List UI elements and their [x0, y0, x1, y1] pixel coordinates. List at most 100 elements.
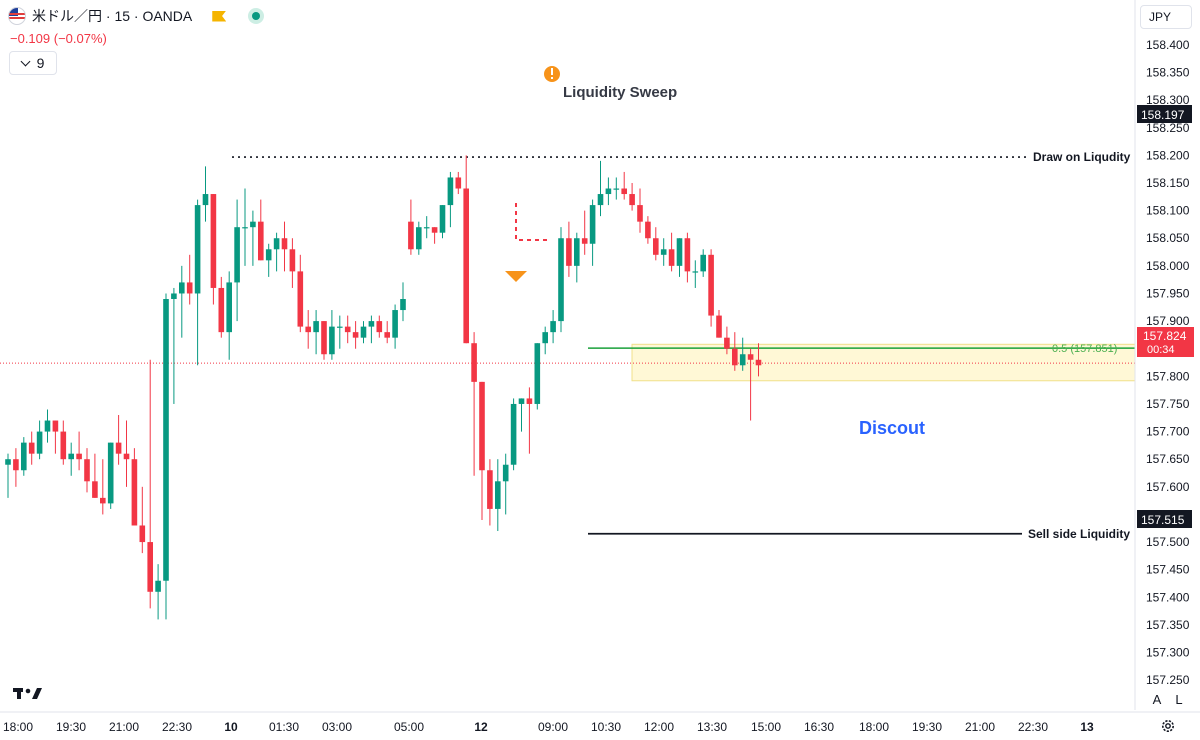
candle-body — [439, 205, 446, 233]
discount-label: Discout — [859, 418, 925, 438]
candle-body — [408, 221, 414, 250]
candle-body — [605, 188, 612, 195]
candle-body — [179, 282, 185, 294]
tradingview-logo-icon[interactable] — [13, 685, 43, 701]
candle — [36, 420, 43, 460]
candle-body — [668, 249, 675, 266]
candle — [692, 260, 699, 288]
us-flag-icon — [8, 7, 26, 25]
candle — [526, 387, 533, 454]
candle-body — [613, 188, 620, 190]
candle — [534, 343, 541, 410]
price-change: −0.109 (−0.07%) — [10, 31, 107, 46]
candle — [226, 271, 232, 360]
candle-body — [13, 459, 19, 471]
candle — [115, 415, 122, 465]
candle — [502, 453, 509, 515]
candle — [289, 238, 296, 288]
candle-body — [100, 497, 106, 504]
candle-body — [716, 315, 722, 338]
candle — [439, 205, 446, 239]
candle — [28, 431, 35, 465]
candle — [653, 227, 659, 261]
candle-body — [52, 420, 59, 432]
candle-body — [281, 238, 288, 250]
candle — [708, 249, 714, 327]
candle — [76, 431, 82, 471]
candle — [360, 321, 367, 344]
candle — [84, 448, 90, 493]
candle — [471, 332, 477, 476]
price-tick-label: 157.500 — [1146, 535, 1190, 549]
candle — [605, 177, 612, 206]
price-tick-label: 157.300 — [1146, 646, 1190, 660]
price-tick-label: 157.700 — [1146, 425, 1190, 439]
candle-body — [384, 332, 390, 338]
currency-button[interactable]: JPY — [1140, 5, 1192, 29]
time-tick-label: 10:30 — [591, 720, 621, 734]
candle-body — [131, 459, 138, 526]
candle — [352, 321, 359, 349]
candle-body — [455, 177, 462, 189]
auto-scale-button[interactable]: A — [1152, 691, 1162, 707]
candle-body — [423, 227, 430, 229]
candle — [668, 232, 675, 272]
candle-body — [171, 293, 177, 299]
candle — [100, 459, 106, 515]
down-triangle-marker-icon — [505, 271, 527, 282]
candle — [186, 254, 193, 305]
candle — [313, 310, 319, 355]
candle-body — [305, 326, 311, 333]
time-tick-label: 18:00 — [859, 720, 889, 734]
candle — [155, 564, 161, 620]
candle-body — [60, 431, 67, 460]
candle — [179, 265, 185, 338]
candle-body — [107, 442, 114, 504]
candle — [44, 409, 51, 443]
sell-side-liquidity-label: Sell side Liquidity — [1028, 527, 1130, 541]
tag-icon[interactable] — [212, 10, 227, 22]
price-tick-label: 157.350 — [1146, 618, 1190, 632]
candle-body — [242, 227, 248, 229]
time-tick-label: 01:30 — [269, 720, 299, 734]
candle-body — [495, 481, 501, 509]
exclamation-alert-icon[interactable] — [544, 66, 560, 82]
time-axis[interactable]: 18:00 19:30 21:00 22:30 10 01:30 03:00 05:00 12 0… — [0, 711, 1200, 734]
candle-body — [400, 299, 406, 311]
liquidity-sweep-label: Liquidity Sweep — [563, 84, 677, 101]
candle-body — [700, 254, 706, 272]
candle-body — [313, 321, 319, 333]
time-tick-label: 09:00 — [538, 720, 568, 734]
market-status-dot-icon[interactable] — [248, 8, 265, 24]
candle — [202, 166, 209, 222]
candle-body — [708, 254, 714, 316]
candle — [423, 216, 430, 239]
price-tick-label: 157.600 — [1146, 480, 1190, 494]
candle-body — [479, 381, 485, 471]
candle-body — [645, 221, 651, 239]
price-tags: 158.197 157.515 157.824 00:34 — [1137, 105, 1194, 528]
log-scale-button[interactable]: L — [1175, 691, 1183, 707]
indicators-collapse-button[interactable]: 9 — [9, 51, 57, 75]
candle — [487, 459, 493, 526]
discount-zone[interactable] — [631, 343, 1136, 382]
price-tick-label: 157.800 — [1146, 369, 1190, 383]
candle — [171, 287, 177, 404]
candle-body — [581, 238, 588, 244]
candle-body — [210, 194, 217, 288]
candle — [495, 459, 501, 532]
price-tick-label: 158.050 — [1146, 231, 1190, 245]
symbol-header[interactable]: 米ドル／円 · 15 · OANDA — [8, 6, 265, 26]
candle-body — [337, 326, 343, 328]
candle — [68, 442, 74, 476]
candle-body — [139, 525, 146, 543]
candle-body — [234, 227, 240, 283]
time-tick-label: 03:00 — [322, 720, 352, 734]
candle-body — [660, 249, 667, 255]
candle-body — [68, 453, 74, 460]
candle-body — [321, 321, 327, 355]
gear-icon[interactable] — [1160, 718, 1176, 734]
candle-body — [147, 542, 153, 592]
candle-body — [115, 442, 122, 454]
